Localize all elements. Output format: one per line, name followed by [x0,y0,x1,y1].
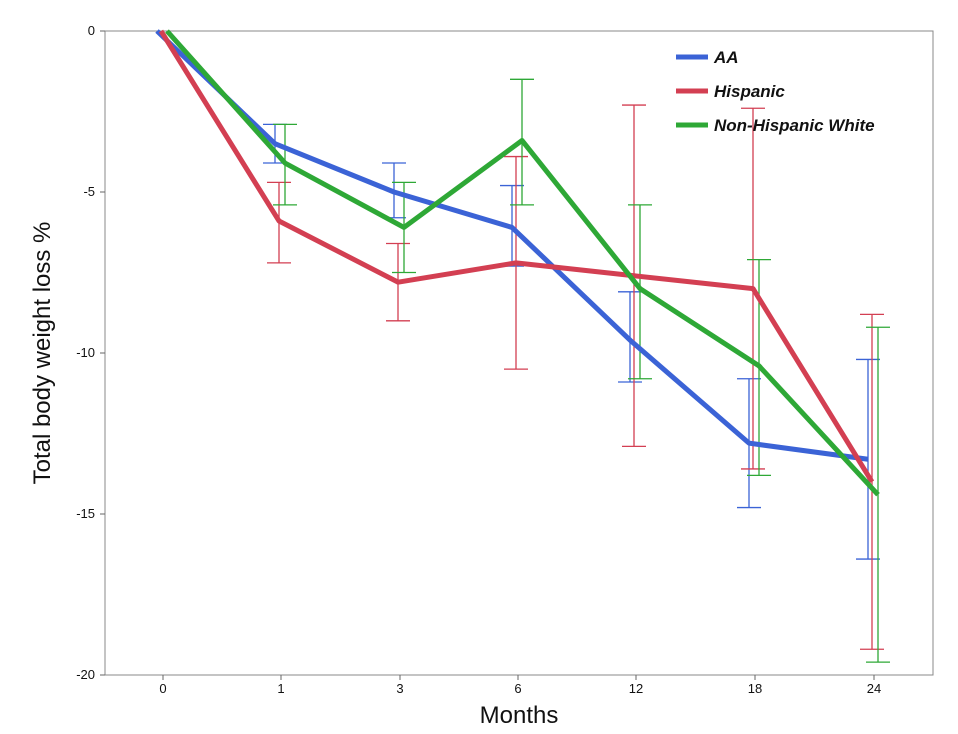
x-tick-label: 18 [748,681,762,696]
y-axis: 0 -5 -10 -15 -20 [76,23,105,682]
x-tick-label: 12 [629,681,643,696]
legend-label: AA [713,48,739,67]
series-line [165,29,880,497]
y-tick-label: -20 [76,667,95,682]
x-tick-label: 0 [159,681,166,696]
series-line [158,29,875,484]
legend-label: Non-Hispanic White [714,116,875,135]
series-lines [155,29,880,497]
series-line [155,29,869,462]
y-axis-title: Total body weight loss % [29,222,56,485]
x-tick-label: 24 [867,681,881,696]
x-tick-label: 6 [514,681,521,696]
y-tick-label: -15 [76,506,95,521]
x-axis-title: Months [480,702,559,729]
error-bars [263,78,890,663]
legend-label: Hispanic [714,82,785,101]
legend: AA Hispanic Non-Hispanic White [676,48,875,135]
y-tick-label: -5 [83,184,95,199]
y-tick-label: 0 [88,23,95,38]
x-axis: 0 1 3 6 12 18 24 [159,675,881,696]
x-tick-label: 1 [277,681,284,696]
y-tick-label: -10 [76,345,95,360]
x-tick-label: 3 [396,681,403,696]
